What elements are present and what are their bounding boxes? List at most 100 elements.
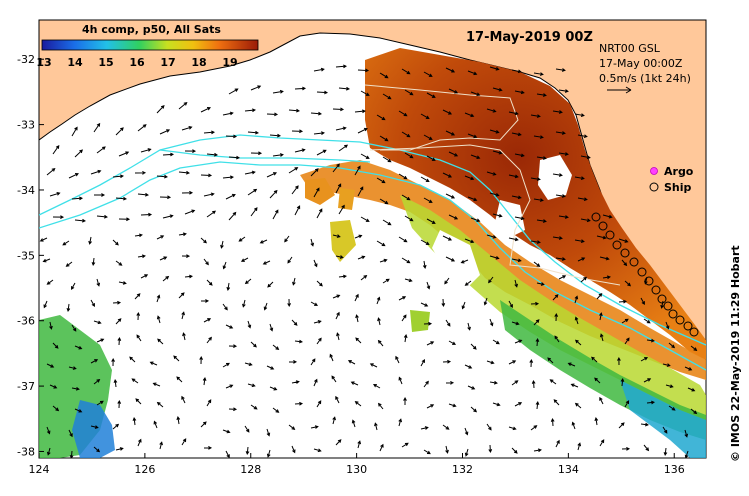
current-arrow bbox=[222, 303, 228, 311]
current-arrow bbox=[181, 311, 185, 320]
current-arrow bbox=[159, 441, 163, 450]
current-arrow bbox=[690, 408, 698, 415]
current-arrow bbox=[489, 129, 500, 134]
current-arrow bbox=[49, 384, 58, 389]
current-arrow bbox=[668, 405, 676, 411]
current-arrow bbox=[46, 426, 51, 435]
current-arrow bbox=[93, 378, 101, 385]
current-arrow bbox=[618, 422, 625, 429]
current-arrow bbox=[115, 196, 127, 201]
sst-blue-patch-east bbox=[620, 380, 706, 458]
ship-marker bbox=[612, 240, 622, 250]
current-arrow bbox=[684, 366, 693, 371]
current-arrow bbox=[379, 258, 388, 263]
current-arrow bbox=[129, 356, 136, 363]
current-arrow bbox=[226, 282, 231, 291]
current-arrow bbox=[162, 152, 175, 157]
current-arrow bbox=[467, 133, 478, 139]
current-arrow bbox=[580, 276, 588, 283]
current-arrow bbox=[156, 294, 161, 303]
y-tick-label: -34 bbox=[17, 184, 35, 197]
current-arrow bbox=[206, 279, 213, 286]
current-arrow bbox=[422, 260, 427, 269]
current-arrow bbox=[596, 235, 607, 240]
current-arrow bbox=[379, 72, 389, 79]
current-arrow bbox=[426, 155, 436, 161]
current-arrow bbox=[663, 447, 668, 456]
current-arrow bbox=[369, 363, 378, 368]
current-arrow bbox=[558, 215, 569, 219]
current-arrow bbox=[245, 446, 250, 455]
current-arrow bbox=[310, 168, 319, 177]
current-arrow bbox=[401, 314, 407, 322]
current-arrow bbox=[316, 149, 327, 156]
current-arrow bbox=[354, 401, 362, 407]
current-arrow bbox=[228, 88, 239, 95]
current-arrow bbox=[464, 448, 469, 457]
current-arrow bbox=[115, 447, 124, 451]
x-tick-label: 132 bbox=[452, 463, 473, 476]
current-arrow bbox=[267, 281, 274, 288]
current-arrow bbox=[511, 321, 520, 326]
current-arrow bbox=[395, 355, 400, 364]
x-tick-label: 128 bbox=[240, 463, 261, 476]
current-arrow bbox=[376, 114, 386, 121]
y-tick-label: -38 bbox=[17, 445, 35, 458]
current-arrow bbox=[376, 177, 386, 184]
ship-marker bbox=[668, 309, 678, 319]
current-arrow bbox=[577, 442, 582, 451]
current-arrow bbox=[492, 150, 503, 155]
current-arrow bbox=[445, 193, 456, 199]
current-arrow bbox=[74, 408, 83, 413]
current-arrow bbox=[445, 381, 455, 385]
current-arrow bbox=[574, 295, 579, 304]
current-arrow bbox=[444, 277, 450, 285]
current-arrow bbox=[338, 204, 345, 215]
ship-marker bbox=[605, 230, 615, 240]
current-arrow bbox=[331, 375, 337, 383]
current-arrow bbox=[310, 238, 315, 247]
current-arrow bbox=[136, 334, 142, 342]
current-arrow bbox=[134, 293, 141, 300]
current-arrow bbox=[640, 422, 649, 427]
current-arrow bbox=[115, 318, 122, 325]
current-arrow bbox=[262, 260, 271, 265]
current-arrow bbox=[156, 174, 169, 179]
current-arrow bbox=[448, 151, 459, 157]
current-arrow bbox=[156, 235, 165, 240]
current-arrow bbox=[137, 438, 142, 447]
current-arrow bbox=[420, 113, 430, 119]
current-arrow bbox=[486, 423, 492, 431]
current-arrow bbox=[65, 261, 73, 267]
current-arrow bbox=[118, 151, 130, 157]
current-arrow bbox=[533, 72, 544, 76]
current-arrow bbox=[511, 447, 518, 454]
current-arrow bbox=[382, 278, 390, 284]
colorbar-ticks: 13 14 15 16 17 18 19 bbox=[36, 56, 237, 69]
current-arrow bbox=[313, 259, 318, 268]
current-arrow bbox=[577, 197, 588, 202]
current-arrow bbox=[96, 146, 106, 154]
current-arrow bbox=[131, 378, 139, 384]
current-arrow bbox=[176, 376, 183, 383]
current-arrow bbox=[222, 261, 227, 270]
current-arrow bbox=[354, 234, 363, 239]
current-arrow bbox=[91, 257, 96, 266]
current-arrow bbox=[420, 426, 429, 430]
current-arrow bbox=[200, 299, 210, 303]
current-arrow bbox=[184, 209, 196, 215]
current-arrow bbox=[272, 153, 284, 157]
current-arrow bbox=[288, 360, 298, 364]
ship-marker bbox=[663, 301, 673, 311]
current-arrow bbox=[263, 302, 268, 311]
current-arrow bbox=[335, 126, 347, 131]
current-arrow bbox=[404, 152, 414, 159]
current-arrow bbox=[550, 417, 555, 427]
current-arrow bbox=[514, 279, 518, 288]
current-arrow bbox=[184, 274, 193, 279]
current-arrow bbox=[426, 92, 436, 98]
current-arrow bbox=[68, 173, 79, 179]
current-arrow bbox=[599, 312, 603, 321]
current-arrow bbox=[377, 339, 384, 347]
current-arrow bbox=[640, 357, 649, 362]
